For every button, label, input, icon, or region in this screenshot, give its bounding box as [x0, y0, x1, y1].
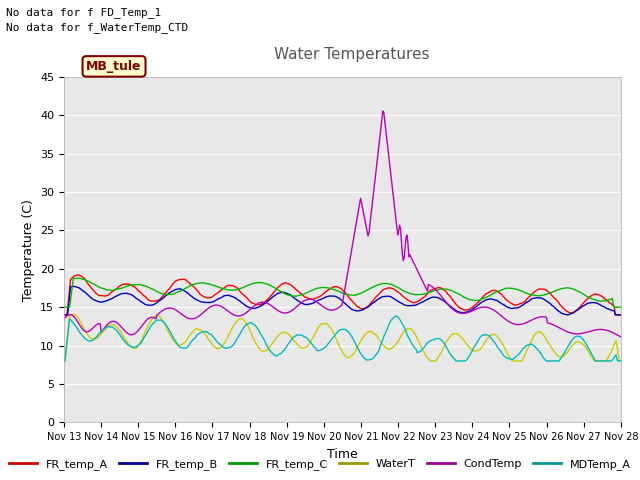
Text: No data for f_WaterTemp_CTD: No data for f_WaterTemp_CTD — [6, 22, 189, 33]
Text: MB_tule: MB_tule — [86, 60, 142, 73]
X-axis label: Time: Time — [327, 448, 358, 461]
Text: Water Temperatures: Water Temperatures — [275, 48, 429, 62]
Legend: FR_temp_A, FR_temp_B, FR_temp_C, WaterT, CondTemp, MDTemp_A: FR_temp_A, FR_temp_B, FR_temp_C, WaterT,… — [5, 455, 635, 474]
Text: No data for f FD_Temp_1: No data for f FD_Temp_1 — [6, 7, 162, 18]
Y-axis label: Temperature (C): Temperature (C) — [22, 199, 35, 300]
